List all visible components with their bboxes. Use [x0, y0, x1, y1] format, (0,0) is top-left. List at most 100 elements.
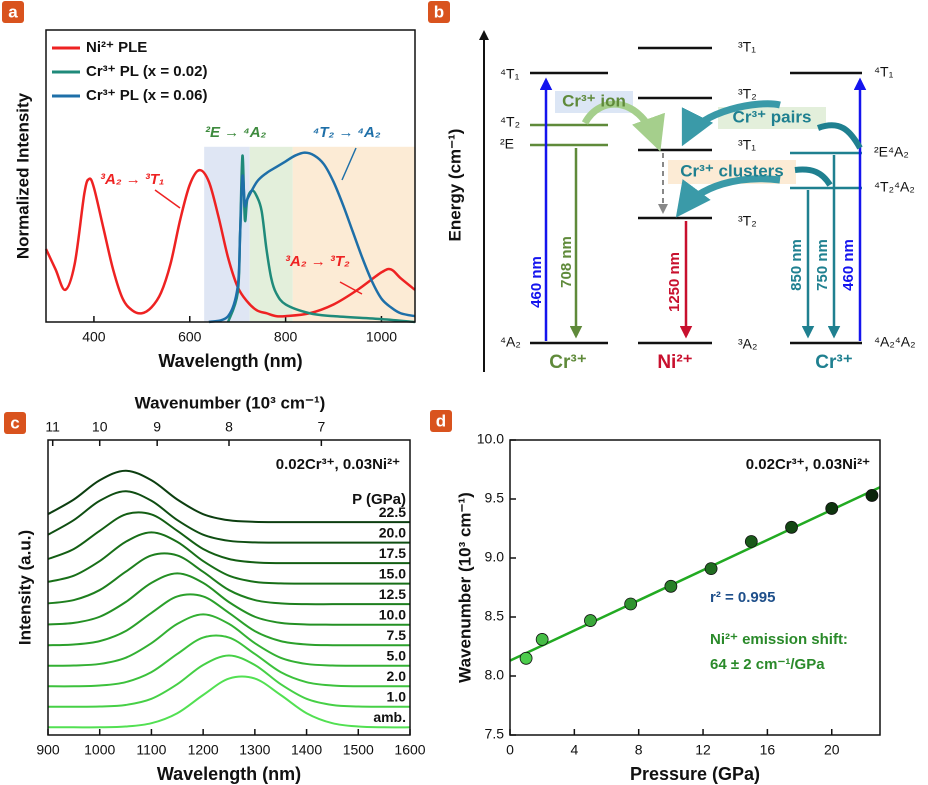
- spectrum-line: [47, 552, 410, 606]
- spectrum-line: [47, 511, 410, 565]
- transition-label: 750 nm: [814, 239, 831, 291]
- letter-box: [2, 1, 24, 23]
- level-label: ³T₂: [738, 86, 757, 102]
- pressure-label: 17.5: [379, 545, 406, 561]
- panel-letter: a: [8, 2, 18, 21]
- x2-axis-label: Wavenumber (10³ cm⁻¹): [135, 393, 326, 412]
- x-tick-label: 1000: [84, 742, 115, 758]
- panel-letters: a b c d: [2, 1, 452, 434]
- y-axis-label: Wavenumber (10³ cm⁻¹): [455, 492, 474, 683]
- spectrum-line: [47, 613, 410, 667]
- level-label: ⁴A₂: [500, 334, 521, 350]
- transfer-arrow: [681, 100, 781, 147]
- chart-annotation: Ni²⁺ emission shift:: [710, 631, 848, 648]
- legend-label: Cr³⁺ PL (x = 0.02): [86, 63, 207, 80]
- panel-letter: b: [434, 2, 444, 21]
- data-point: [744, 535, 758, 548]
- annotation-pointer: [339, 281, 363, 295]
- data-point: [624, 597, 638, 611]
- x-tick-label: 0: [506, 742, 514, 758]
- y-tick-label: 8.5: [485, 608, 505, 624]
- transfer-arrow: [581, 100, 665, 152]
- data-point: [664, 579, 678, 593]
- energy-diagram: Energy (cm⁻¹) ⁴T₁ ⁴T₂ ²E ⁴A₂ 460 nm 708 …: [445, 30, 916, 373]
- box-label: Cr³⁺ pairs: [733, 107, 812, 126]
- x-tick-label: 1200: [188, 742, 219, 758]
- panel-letter: c: [10, 413, 19, 432]
- level-label: ⁴T₂⁴A₂: [874, 179, 915, 195]
- level-label: ³T₁: [738, 137, 756, 153]
- transition-annotation: ³A₂ → ³T₂: [285, 253, 350, 270]
- level-label: ⁴T₂: [500, 114, 520, 130]
- ion-label: Cr³⁺: [549, 352, 586, 373]
- data-point: [519, 651, 533, 665]
- fit-line: [509, 486, 881, 662]
- x-tick-label: 1600: [394, 742, 425, 758]
- ion-label: Ni²⁺: [657, 352, 692, 373]
- y-tick-label: 10.0: [477, 431, 504, 447]
- transition-annotation: ²E → ⁴A₂: [205, 124, 267, 141]
- x-tick-label: 1500: [343, 742, 374, 758]
- pressure-label: 22.5: [379, 504, 406, 520]
- x-tick-label: 900: [36, 742, 60, 758]
- x-axis-label: Wavelength (nm): [157, 764, 301, 784]
- transition-annotation: ⁴T₂ → ⁴A₂: [313, 124, 381, 141]
- spectrum-line: [47, 531, 410, 585]
- plot-frame: [509, 439, 881, 736]
- spectrum-line: [208, 151, 416, 324]
- spectrum-line: [47, 490, 410, 544]
- pressure-label: 10.0: [379, 606, 406, 622]
- data-point: [865, 489, 879, 502]
- pressure-label: 1.0: [387, 688, 407, 704]
- x-tick-label: 1000: [366, 329, 397, 345]
- sample-annotation: 0.02Cr³⁺, 0.03Ni²⁺: [276, 456, 400, 473]
- y-tick-label: 8.0: [485, 667, 505, 683]
- y-tick-label: 7.5: [485, 726, 505, 742]
- x-tick-label: 400: [82, 329, 106, 345]
- x2-tick-label: 8: [225, 419, 233, 435]
- x-axis-label: Pressure (GPa): [630, 764, 760, 784]
- spectrum-line: [47, 469, 410, 524]
- label-box: [718, 107, 826, 129]
- level-label: ²E⁴A₂: [874, 144, 909, 160]
- data-point: [825, 502, 839, 515]
- pressure-label: 12.5: [379, 586, 406, 602]
- y-tick-label: 9.0: [485, 549, 505, 565]
- x-tick-label: 16: [760, 742, 776, 758]
- x-axis-label: Wavelength (nm): [158, 351, 302, 371]
- axis-label: Energy (cm⁻¹): [445, 129, 464, 242]
- legend-title: P (GPa): [352, 491, 406, 508]
- x-tick-label: 8: [635, 742, 643, 758]
- pressure-label: 15.0: [379, 565, 406, 581]
- data-point: [535, 633, 549, 646]
- level-label: ²E: [500, 136, 514, 152]
- level-label: ⁴T₁: [500, 66, 520, 82]
- x-tick-label: 20: [824, 742, 840, 758]
- y-tick-label: 9.5: [485, 490, 505, 506]
- pressure-label: 7.5: [387, 627, 407, 643]
- pressure-label: 2.0: [387, 668, 407, 684]
- panel-letter: d: [436, 411, 446, 430]
- annotation-pointer: [154, 189, 181, 209]
- spectrum-line: [47, 572, 410, 626]
- level-label: ³A₂: [738, 336, 757, 352]
- letter-box: [428, 1, 450, 23]
- x-tick-label: 1100: [136, 742, 166, 758]
- spectrum-line: [47, 654, 411, 708]
- spectrum-line: [48, 675, 411, 729]
- data-point: [584, 614, 597, 627]
- level-label: ³T₁: [738, 39, 756, 55]
- letter-box: [4, 412, 26, 434]
- box-label: Cr³⁺ clusters: [680, 161, 783, 180]
- transition-label: 460 nm: [840, 239, 857, 291]
- x-tick-label: 600: [178, 329, 202, 345]
- transition-label: 460 nm: [528, 256, 545, 308]
- annotation-pointer: [341, 147, 357, 181]
- data-point: [785, 520, 798, 534]
- chart-annotation: r² = 0.995: [710, 589, 775, 606]
- level-label: ⁴A₂⁴A₂: [874, 334, 916, 350]
- letter-box: [430, 410, 452, 432]
- x-tick-label: 4: [570, 742, 578, 758]
- x-tick-label: 1400: [291, 742, 322, 758]
